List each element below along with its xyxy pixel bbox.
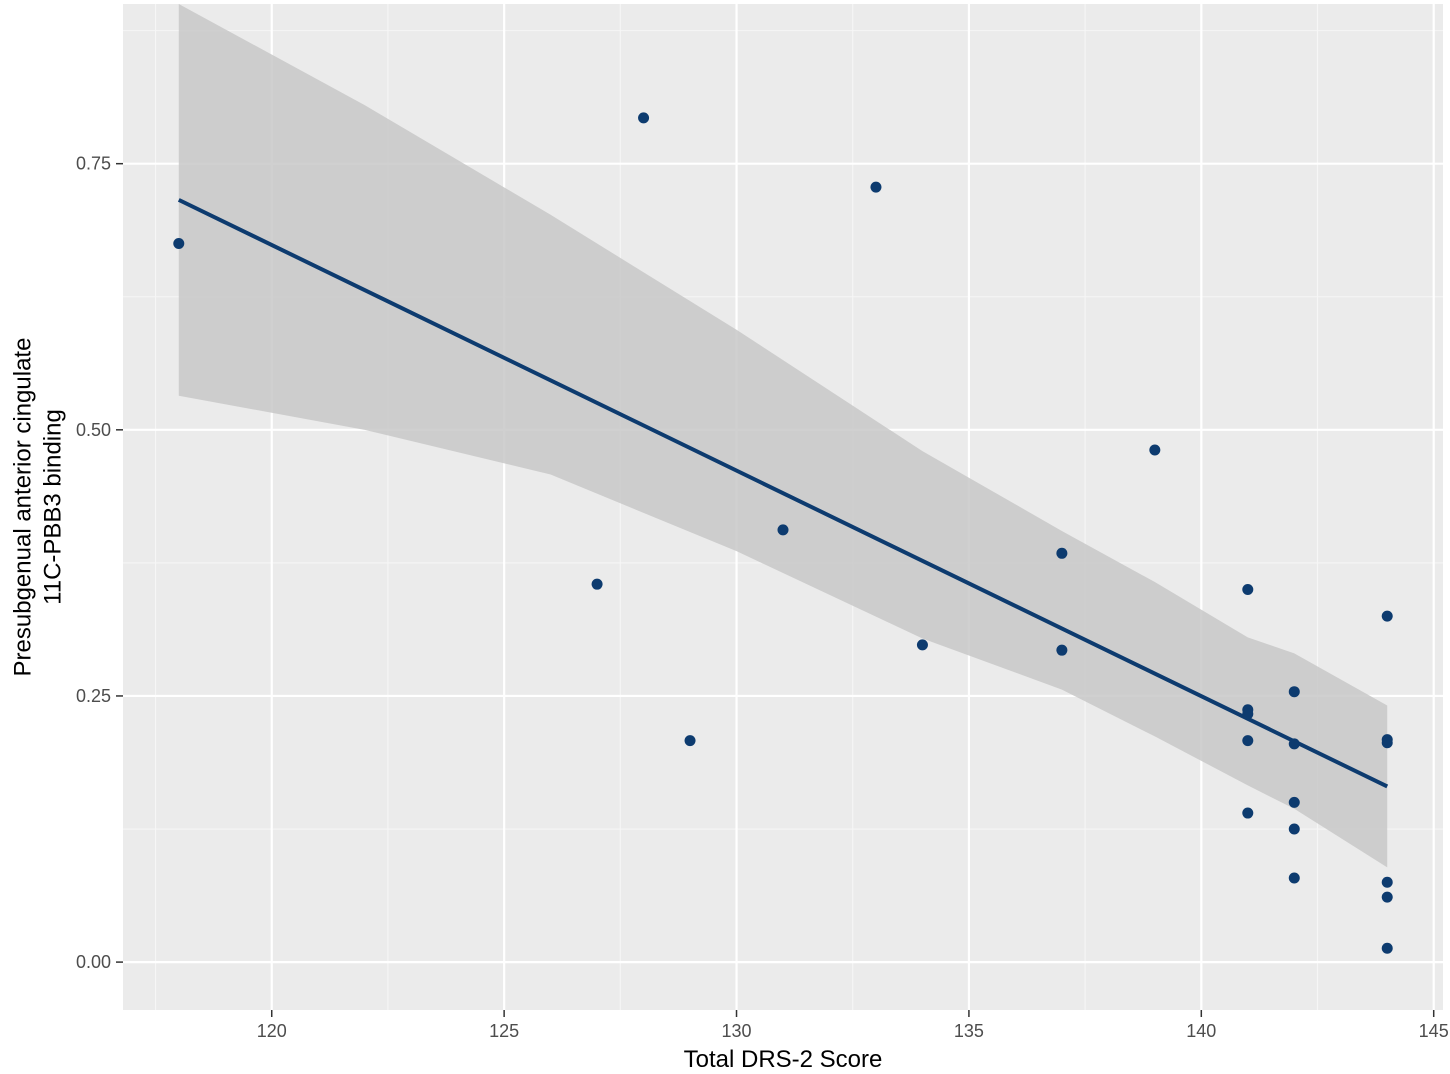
- x-tick-label: 120: [257, 1021, 287, 1041]
- confidence-band: [178, 4, 1388, 868]
- y-tick-label: 0.75: [76, 154, 111, 174]
- data-point: [1149, 444, 1161, 456]
- data-point: [1381, 876, 1393, 888]
- y-tick-label: 0.50: [76, 420, 111, 440]
- data-point: [870, 181, 882, 193]
- data-point: [1288, 686, 1300, 698]
- data-point: [1242, 735, 1254, 747]
- y-axis-title-line-2: 11C-PBB3 binding: [39, 409, 66, 605]
- x-tick-label: 125: [489, 1021, 519, 1041]
- data-point: [916, 639, 928, 651]
- data-point: [591, 578, 603, 590]
- data-point: [1288, 796, 1300, 808]
- data-point: [777, 524, 789, 536]
- data-point: [1242, 708, 1254, 720]
- data-point: [1056, 644, 1068, 656]
- y-axis-ticks: 0.00 0.25 0.50 0.75: [76, 154, 123, 972]
- data-point: [1381, 891, 1393, 903]
- data-point: [638, 112, 650, 124]
- data-points: [173, 112, 1393, 954]
- data-point: [1288, 738, 1300, 750]
- data-point: [1242, 584, 1254, 596]
- x-tick-label: 145: [1419, 1021, 1449, 1041]
- regression-line: [177, 198, 1389, 789]
- y-axis-title-line-1: Presubgenual anterior cingulate: [9, 338, 36, 677]
- y-tick-label: 0.00: [76, 952, 111, 972]
- data-point: [1242, 807, 1254, 819]
- data-point: [1288, 823, 1300, 835]
- data-point: [1056, 547, 1068, 559]
- data-point: [1288, 872, 1300, 884]
- data-point: [684, 735, 696, 747]
- y-tick-label: 0.25: [76, 686, 111, 706]
- x-axis-ticks: 120 125 130 135 140 145: [257, 1010, 1449, 1041]
- data-point: [1381, 610, 1393, 622]
- y-axis-title: Presubgenual anterior cingulate 11C-PBB3…: [9, 338, 66, 677]
- x-tick-label: 135: [954, 1021, 984, 1041]
- data-point: [1381, 737, 1393, 749]
- data-point: [1381, 942, 1393, 954]
- x-tick-label: 130: [721, 1021, 751, 1041]
- x-axis-title: Total DRS-2 Score: [684, 1046, 883, 1073]
- data-point: [173, 238, 185, 250]
- x-tick-label: 140: [1186, 1021, 1216, 1041]
